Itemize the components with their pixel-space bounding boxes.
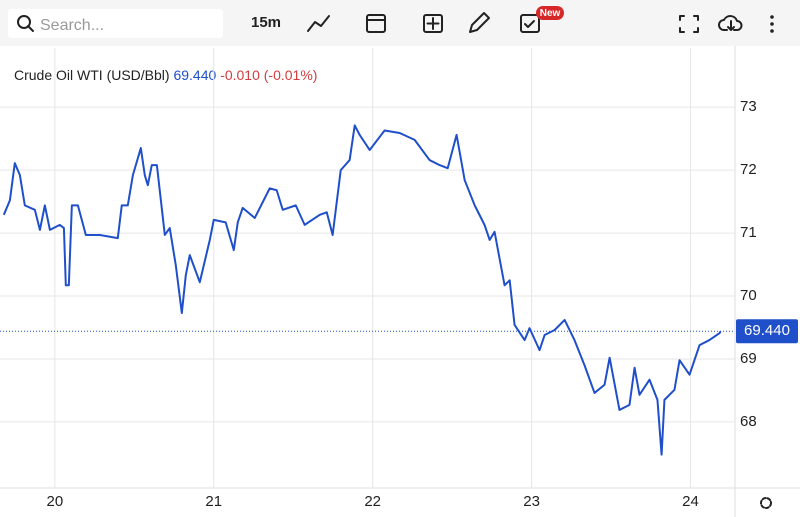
y-tick-label: 69 [740,350,757,367]
search-box[interactable] [8,9,223,38]
y-tick-label: 71 [740,224,757,241]
y-tick-label: 73 [740,98,757,115]
x-tick-label: 21 [205,493,222,510]
last-price-label: 69.440 [744,322,790,339]
menu-icon [770,29,774,33]
fullscreen-icon[interactable] [679,15,699,33]
draw-icon[interactable] [469,12,490,33]
y-tick-label: 70 [740,287,757,304]
search-icon [27,25,34,32]
y-tick-label: 72 [740,161,757,178]
x-tick-label: 23 [523,493,540,510]
events-icon[interactable] [520,14,540,33]
add-icon[interactable] [423,14,443,33]
new-badge [536,6,564,20]
x-tick-label: 22 [364,493,381,510]
events-icon [524,20,535,28]
download-icon[interactable] [718,15,743,31]
x-tick-label: 24 [682,493,699,510]
header-change: -0.010 (-0.01%) [220,67,317,83]
instrument-name: Crude Oil WTI (USD/Bbl) [14,67,170,83]
y-tick-label: 68 [740,413,757,430]
chart-type-icon[interactable] [307,15,330,32]
new-badge-text: New [540,8,561,19]
settings-icon[interactable] [760,497,772,509]
calendar-icon[interactable] [366,14,386,33]
price-line [2,124,722,456]
x-tick-label: 20 [47,493,64,510]
menu-icon [770,22,774,26]
last-price-box [736,319,798,344]
search-icon [17,15,31,29]
add-icon [426,17,440,30]
header-price: 69.440 [173,67,216,83]
interval-button[interactable]: 15m [251,14,281,31]
chart-title: Crude Oil WTI (USD/Bbl) 69.440 -0.010 (-… [14,67,317,83]
search-placeholder[interactable]: Search... [40,17,104,34]
menu-icon[interactable] [770,15,774,19]
